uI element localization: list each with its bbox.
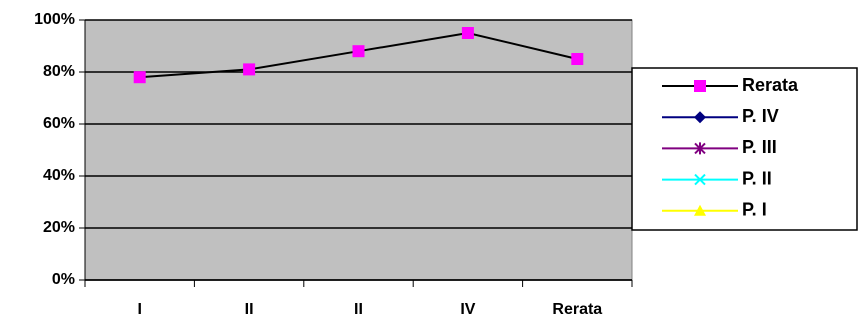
data-point: [571, 53, 584, 65]
x-tick-label: IV: [460, 301, 475, 318]
legend-label: P. III: [742, 137, 777, 157]
y-tick-label: 0%: [52, 271, 75, 288]
legend-marker: [694, 142, 706, 155]
x-tick-label: I: [137, 301, 141, 318]
legend-label: P. II: [742, 168, 772, 188]
legend-marker: [694, 80, 706, 92]
legend-label: Rerata: [742, 75, 799, 95]
y-tick-label: 60%: [43, 115, 75, 132]
x-tick-label: II: [354, 301, 363, 318]
x-tick-label: Rerata: [552, 301, 602, 318]
x-tick-label: II: [245, 301, 254, 318]
data-point: [243, 63, 256, 76]
legend-marker: [694, 204, 706, 216]
data-point: [461, 27, 474, 39]
data-point: [133, 71, 146, 84]
data-point: [352, 45, 365, 58]
plot-area: [84, 19, 633, 281]
y-tick-label: 80%: [43, 63, 75, 80]
y-tick-label: 100%: [34, 11, 75, 28]
y-tick-label: 40%: [43, 167, 75, 184]
y-tick-label: 20%: [43, 219, 75, 236]
legend-label: P. IV: [742, 106, 779, 126]
legend-label: P. I: [742, 200, 767, 220]
legend-marker: [694, 111, 706, 124]
legend-marker: [694, 173, 706, 186]
